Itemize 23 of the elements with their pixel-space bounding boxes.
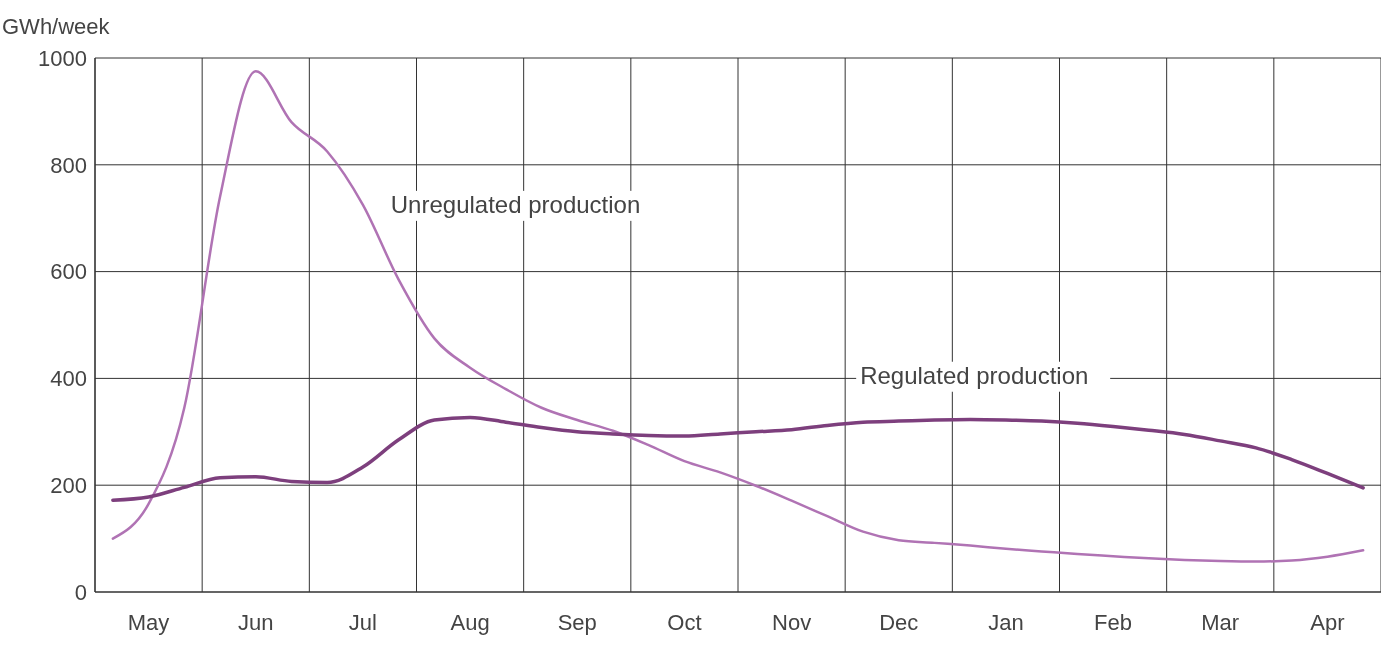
series-label: Unregulated production <box>390 190 641 218</box>
x-tick-label: Sep <box>557 610 597 635</box>
x-tick-label: Jan <box>988 610 1024 635</box>
y-tick-label: 0 <box>74 579 87 605</box>
y-axis-title: GWh/week <box>2 14 111 39</box>
y-tick-label: 400 <box>50 366 87 392</box>
y-tick-label: 600 <box>50 259 87 285</box>
x-tick-label: Dec <box>879 610 919 635</box>
x-tick-label: May <box>127 610 170 635</box>
x-tick-label: Apr <box>1310 610 1345 635</box>
x-tick-label: Jun <box>238 610 274 635</box>
y-tick-label: 800 <box>50 152 87 178</box>
x-tick-label: Feb <box>1094 610 1133 635</box>
x-tick-label: Nov <box>772 610 812 635</box>
x-tick-label: Oct <box>667 610 702 635</box>
series-label: Regulated production <box>860 361 1089 389</box>
line-series <box>111 415 1365 502</box>
line-series <box>111 70 1365 563</box>
x-tick-label: Mar <box>1201 610 1240 635</box>
x-tick-label: Aug <box>450 610 490 635</box>
y-tick-label: 1000 <box>38 45 87 71</box>
y-tick-label: 200 <box>50 472 87 498</box>
x-tick-label: Jul <box>348 610 377 635</box>
